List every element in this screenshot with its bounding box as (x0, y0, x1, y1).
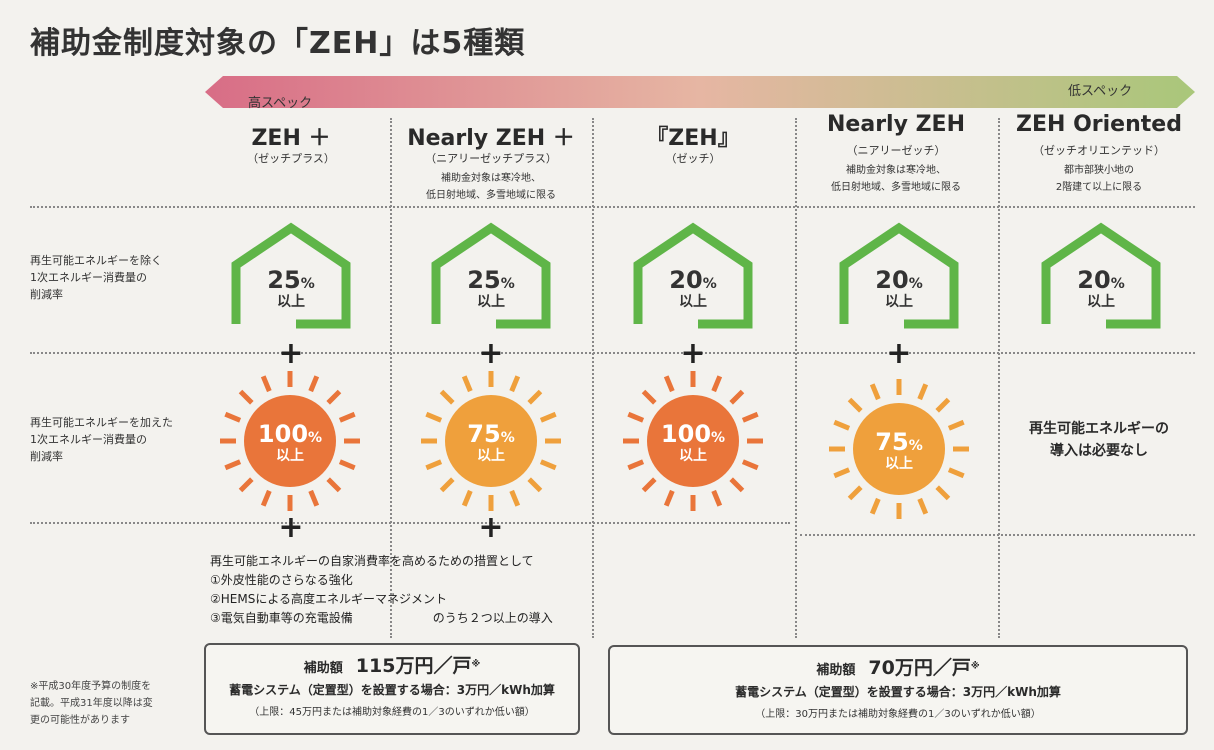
sun-ray (833, 467, 851, 479)
sun-ray (833, 419, 851, 431)
sun-ray (326, 389, 342, 405)
sun-ray (935, 397, 951, 413)
row-separator (30, 522, 790, 524)
row-separator (30, 352, 1195, 354)
spec-gradient-arrow (205, 76, 1195, 108)
sun-ray (917, 383, 929, 401)
column-title: 『ZEH』 (646, 126, 740, 151)
column-title: Nearly ZEH (827, 112, 965, 137)
sun-ray (509, 489, 521, 507)
footnote: ※平成30年度予算の制度を 記載。平成31年度以降は変 更の可能性があります (30, 681, 153, 726)
page-title: 補助金制度対象の「ZEH」は5種類 (30, 26, 526, 61)
house-icon: 25% 以上 (426, 220, 556, 330)
plus-icon: + (680, 336, 706, 371)
column-title: Nearly ZEH ＋ (407, 126, 575, 151)
sun-ray (338, 459, 356, 471)
sun-ray (527, 389, 543, 405)
sun-ray (224, 459, 242, 471)
sun-ray (260, 375, 272, 393)
column-divider (592, 118, 594, 638)
sun-ray (869, 383, 881, 401)
plus-icon: + (478, 510, 504, 545)
sun-ray (308, 489, 320, 507)
plus-icon: + (278, 510, 304, 545)
sun-ray (711, 375, 723, 393)
sun-disc (853, 403, 945, 495)
sun-disc (445, 395, 537, 487)
sun-ray (439, 389, 455, 405)
sun-ray (338, 411, 356, 423)
column-subtitle: （ニアリーゼッチプラス） (425, 152, 557, 165)
subsidy-box-high: 補助額 115万円／戸※ 蓄電システム（定置型）を設置する場合：3万円／kWh加… (204, 643, 580, 735)
sun-ray (224, 411, 242, 423)
column-note: 補助金対象は寒冷地、 低日射地域、多雪地域に限る (831, 165, 961, 193)
sun-ray (935, 485, 951, 501)
sun-ray (741, 411, 759, 423)
subsidy-box-low: 補助額 70万円／戸※ 蓄電システム（定置型）を設置する場合：3万円／kWh加算… (608, 645, 1188, 735)
sun-ray (729, 389, 745, 405)
sun-ray (461, 375, 473, 393)
sun-ray (425, 459, 443, 471)
column-title: ZEH ＋ (251, 126, 331, 151)
column-subtitle: （ゼッチプラス） (247, 152, 335, 165)
house-icon: 20% 以上 (834, 220, 964, 330)
column-divider (998, 118, 1000, 638)
sun-ray (847, 485, 863, 501)
sun-ray (641, 389, 657, 405)
sun-ray (947, 467, 965, 479)
plus-icon: + (886, 336, 912, 371)
sun-ray (847, 397, 863, 413)
column-title: ZEH Oriented (1016, 112, 1182, 137)
sun-ray (260, 489, 272, 507)
sun-ray (425, 411, 443, 423)
row-label-excluding-renewable: 再生可能エネルギーを除く 1次エネルギー消費量の 削減率 (30, 254, 162, 301)
sun-ray (663, 375, 675, 393)
sun-ray (627, 411, 645, 423)
sun-ray (461, 489, 473, 507)
sun-ray (539, 459, 557, 471)
column-divider (795, 118, 797, 638)
sun-ray (527, 477, 543, 493)
low-spec-label: 低スペック (1068, 84, 1133, 99)
house-icon: 20% 以上 (1036, 220, 1166, 330)
sun-ray (509, 375, 521, 393)
row-separator (30, 206, 1195, 208)
plus-icon: + (478, 336, 504, 371)
sun-icon: 75% 以上 (824, 374, 974, 524)
no-renewable-note: 再生可能エネルギーの 導入は必要なし (1029, 421, 1169, 459)
sun-ray (238, 477, 254, 493)
sun-ray (308, 375, 320, 393)
sun-ray (439, 477, 455, 493)
row-label-including-renewable: 再生可能エネルギーを加えた 1次エネルギー消費量の 削減率 (30, 416, 173, 463)
column-subtitle: （ゼッチ） (665, 152, 721, 165)
column-divider (390, 118, 392, 638)
self-consumption-measures: 再生可能エネルギーの自家消費率を高めるための措置として ①外皮性能のさらなる強化… (210, 554, 553, 625)
sun-ray (238, 389, 254, 405)
sun-ray (641, 477, 657, 493)
sun-icon: 100% 以上 (215, 366, 365, 516)
column-note: 補助金対象は寒冷地、 低日射地域、多雪地域に限る (426, 173, 556, 201)
column-subtitle: （ゼッチオリエンテッド） (1033, 144, 1165, 157)
sun-ray (663, 489, 675, 507)
sun-ray (947, 419, 965, 431)
sun-icon: 75% 以上 (416, 366, 566, 516)
house-icon: 25% 以上 (226, 220, 356, 330)
sun-ray (711, 489, 723, 507)
sun-ray (627, 459, 645, 471)
column-subtitle: （ニアリーゼッチ） (846, 144, 946, 157)
sun-ray (917, 497, 929, 515)
sun-ray (869, 497, 881, 515)
column-note: 都市部狭小地の 2階建て以上に限る (1055, 165, 1143, 193)
sun-ray (729, 477, 745, 493)
sun-disc (244, 395, 336, 487)
house-icon: 20% 以上 (628, 220, 758, 330)
plus-icon: + (278, 336, 304, 371)
row-separator (800, 534, 1195, 536)
sun-ray (539, 411, 557, 423)
sun-disc (647, 395, 739, 487)
sun-ray (326, 477, 342, 493)
high-spec-label: 高スペック (248, 96, 313, 111)
sun-icon: 100% 以上 (618, 366, 768, 516)
sun-ray (741, 459, 759, 471)
